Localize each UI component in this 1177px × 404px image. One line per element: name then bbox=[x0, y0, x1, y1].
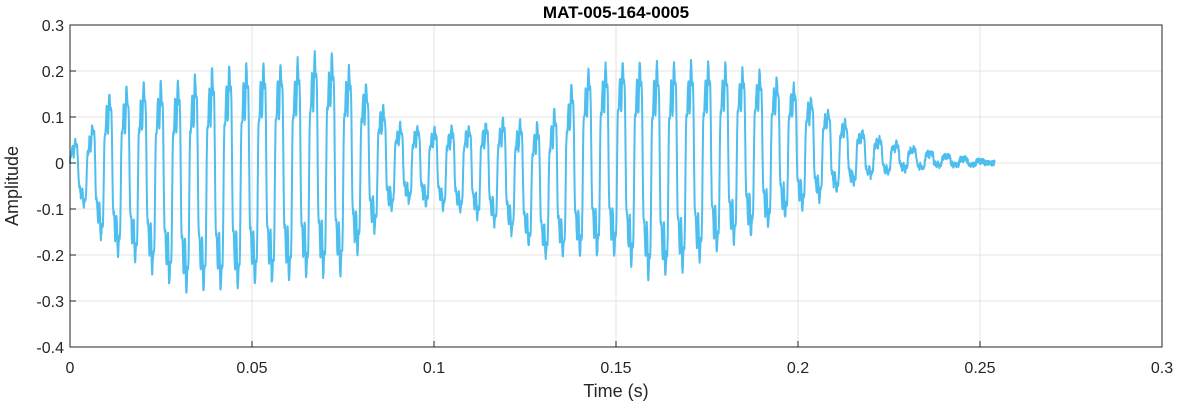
x-tick-label: 0 bbox=[66, 360, 75, 377]
x-tick-label: 0.2 bbox=[787, 360, 809, 377]
x-axis-label: Time (s) bbox=[583, 381, 648, 401]
y-tick-label: -0.1 bbox=[36, 202, 64, 219]
x-tick-label: 0.15 bbox=[600, 360, 631, 377]
y-tick-label: -0.2 bbox=[36, 248, 64, 265]
waveform-line bbox=[69, 50, 996, 294]
x-tick-label: 0.3 bbox=[1151, 360, 1173, 377]
y-tick-label: 0 bbox=[55, 156, 64, 173]
y-tick-label: 0.2 bbox=[42, 64, 64, 81]
series-amplitude bbox=[69, 50, 996, 294]
y-tick-label: 0.1 bbox=[42, 110, 64, 127]
y-tick-label: -0.4 bbox=[36, 340, 64, 357]
x-tick-label: 0.1 bbox=[423, 360, 445, 377]
x-tick-label: 0.05 bbox=[236, 360, 267, 377]
y-tick-label: 0.3 bbox=[42, 18, 64, 35]
x-tick-label: 0.25 bbox=[964, 360, 995, 377]
axis-ticks: 0 0.05 0.1 0.15 0.2 0.25 0.3 -0.4 -0.3 -0.2 -0.1 0 0… bbox=[36, 18, 1173, 377]
y-axis-label: Amplitude bbox=[2, 146, 22, 226]
y-tick-label: -0.3 bbox=[36, 294, 64, 311]
chart-title: MAT-005-164-0005 bbox=[543, 3, 689, 22]
